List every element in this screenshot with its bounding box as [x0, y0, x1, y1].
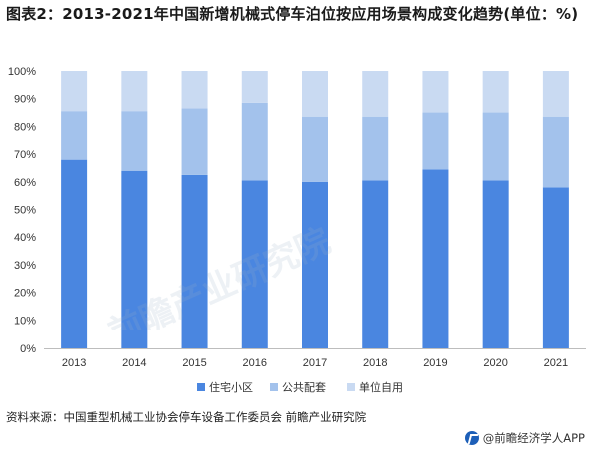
y-tick-label: 40% [14, 232, 36, 244]
legend-swatch-2 [347, 383, 355, 391]
bar-2020-series-0 [482, 180, 509, 348]
chart-title: 图表2：2013-2021年中国新增机械式停车泊位按应用场景构成变化趋势(单位：… [6, 5, 579, 23]
bar-2017-series-1 [302, 116, 328, 182]
x-tick-label: 2013 [62, 357, 86, 369]
legend-label-0: 住宅小区 [209, 380, 253, 394]
x-tick-label: 2019 [423, 357, 447, 369]
legend-swatch-0 [197, 383, 205, 391]
bar-2014-series-2 [121, 71, 148, 112]
legend-label-1: 公共配套 [282, 381, 326, 394]
legend: 住宅小区 公共配套 单位自用 [197, 380, 403, 394]
y-tick-label: 100% [8, 66, 36, 78]
x-tick-label: 2018 [363, 357, 387, 369]
bar-2015-series-0 [181, 174, 208, 348]
bar-2018-series-2 [362, 71, 389, 117]
bar-2021-series-1 [542, 116, 569, 188]
qianzhan-logo-icon [464, 431, 479, 445]
y-tick-label: 90% [14, 94, 36, 106]
x-tick-label: 2020 [483, 357, 507, 369]
x-tick-label: 2021 [544, 357, 568, 369]
bar-2014-series-1 [121, 111, 148, 171]
bar-2018-series-1 [362, 116, 389, 181]
credit: @前瞻经济学人APP [464, 430, 585, 446]
bar-2017-series-2 [302, 71, 328, 117]
legend-swatch-1 [270, 383, 278, 391]
bar-2014-series-0 [121, 170, 148, 348]
bar-2016-series-1 [241, 102, 268, 181]
bar-2019-series-2 [422, 71, 449, 113]
bar-2015-series-2 [181, 71, 208, 109]
bar-2018-series-0 [362, 180, 389, 348]
bar-2019-series-0 [422, 169, 449, 348]
bar-2013-series-1 [61, 111, 88, 160]
x-tick-label: 2016 [243, 357, 267, 369]
y-tick-label: 30% [14, 260, 36, 272]
bar-2017-series-0 [302, 181, 328, 348]
source-note: 资料来源：中国重型机械工业协会停车设备工作委员会 前瞻产业研究院 [6, 410, 367, 424]
bar-2015-series-1 [181, 108, 208, 175]
bar-2021-series-0 [542, 187, 569, 348]
y-tick-label: 20% [14, 288, 36, 300]
y-tick-label: 70% [14, 149, 36, 161]
bar-2019-series-1 [422, 112, 449, 170]
bar-2013-series-2 [61, 71, 88, 112]
bars [61, 71, 569, 348]
bar-2013-series-0 [61, 159, 88, 348]
y-tick-label: 10% [14, 315, 36, 327]
legend-label-2: 单位自用 [359, 380, 403, 394]
x-tick-label: 2014 [122, 357, 146, 369]
bar-2016-series-2 [241, 71, 268, 103]
y-tick-label: 80% [14, 121, 36, 133]
bar-2020-series-1 [482, 112, 509, 181]
x-axis: 2013 2014 2015 2016 2017 2018 2019 2020 2021 [62, 357, 568, 369]
bar-2020-series-2 [482, 71, 509, 113]
y-tick-label: 0% [20, 343, 36, 355]
x-tick-label: 2017 [303, 357, 327, 369]
y-tick-label: 50% [14, 205, 36, 217]
y-axis: 0% 10% 20% 30% 40% 50% 60% 70% 80% 90% 100% [8, 66, 36, 355]
x-tick-label: 2015 [182, 357, 206, 369]
credit-text: @前瞻经济学人APP [482, 431, 585, 445]
y-tick-label: 60% [14, 177, 36, 189]
bar-2016-series-0 [241, 180, 268, 348]
bar-2021-series-2 [542, 71, 569, 117]
